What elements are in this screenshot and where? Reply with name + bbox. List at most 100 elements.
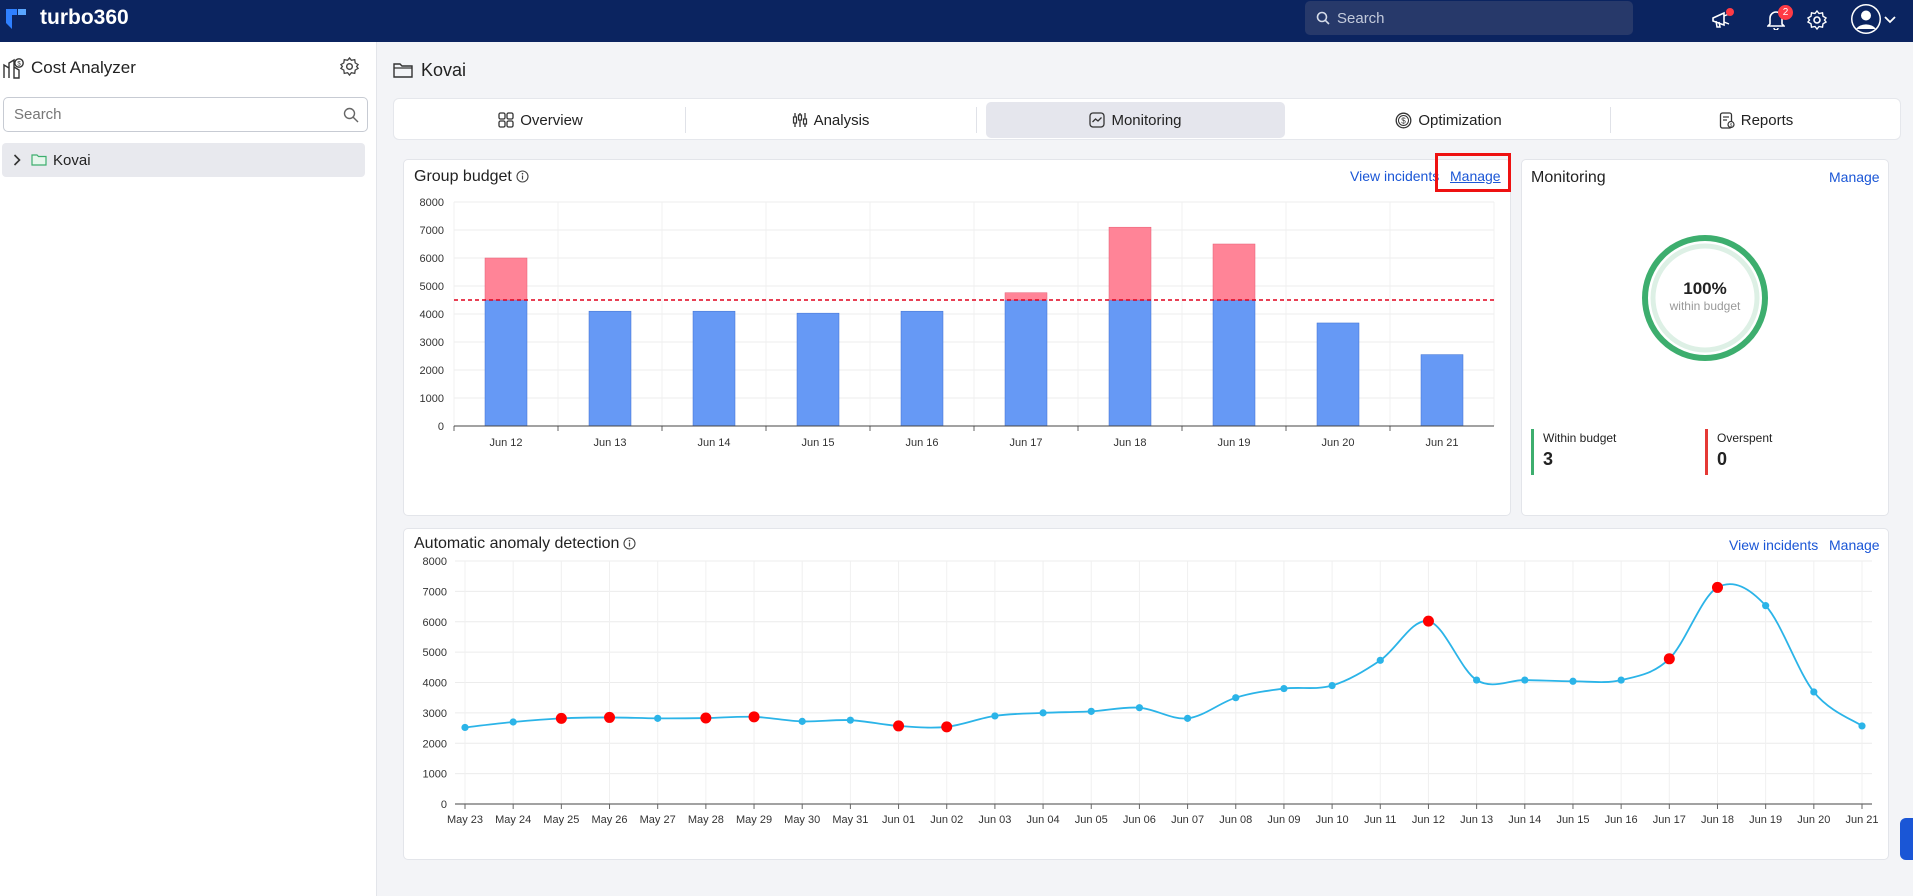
- overspent-value: 0: [1717, 449, 1728, 469]
- side-panel-tab[interactable]: [1900, 818, 1913, 860]
- y-tick-label: 7000: [420, 225, 444, 237]
- tab-label: Overview: [520, 111, 583, 129]
- tab-divider: [685, 107, 686, 133]
- x-tick-label: Jun 08: [1219, 814, 1252, 826]
- y-tick-label: 8000: [423, 557, 447, 568]
- x-tick-label: Jun 11: [1364, 814, 1396, 826]
- chevron-right-icon[interactable]: [13, 154, 21, 166]
- x-tick-label: Jun 16: [905, 437, 938, 449]
- tab-label: Optimization: [1418, 111, 1502, 129]
- svg-text:$: $: [1729, 122, 1732, 127]
- y-tick-label: 4000: [423, 678, 447, 690]
- x-tick-label: Jun 13: [1460, 814, 1493, 826]
- svg-text:$: $: [1402, 116, 1407, 125]
- tab-optimization[interactable]: $ Optimization: [1290, 102, 1607, 138]
- data-point: [846, 716, 854, 724]
- within-budget-stat: Within budget 3: [1531, 429, 1681, 475]
- view-incidents-link[interactable]: View incidents: [1350, 168, 1440, 184]
- x-tick-label: May 24: [495, 814, 531, 826]
- tab-monitoring[interactable]: Monitoring: [986, 102, 1285, 138]
- tab-label: Monitoring: [1111, 111, 1182, 129]
- data-point: [1473, 676, 1481, 684]
- settings-button[interactable]: [1803, 6, 1831, 34]
- overspent-indicator: [1705, 429, 1708, 475]
- x-tick-label: Jun 02: [930, 814, 963, 826]
- data-point: [654, 714, 662, 722]
- tree-item-kovai[interactable]: Kovai: [2, 143, 365, 177]
- tab-divider: [1610, 107, 1611, 133]
- info-icon[interactable]: [623, 537, 637, 550]
- app-name: turbo360: [40, 6, 129, 29]
- anomaly-point: [748, 711, 760, 723]
- tab-label: Reports: [1740, 111, 1794, 129]
- gear-icon: [1807, 10, 1827, 30]
- anomaly-point: [604, 711, 616, 723]
- data-point: [1762, 602, 1770, 610]
- sidebar-header: $ Cost Analyzer: [0, 54, 377, 84]
- anomaly-point: [1422, 615, 1434, 627]
- data-point: [1810, 688, 1818, 696]
- x-tick-label: Jun 20: [1797, 814, 1830, 826]
- anomaly-view-incidents-link[interactable]: View incidents: [1729, 537, 1819, 553]
- page-title: Kovai: [421, 60, 467, 80]
- anomaly-point: [700, 712, 712, 724]
- anomaly-point: [1663, 653, 1675, 665]
- user-avatar-icon: [1851, 4, 1881, 34]
- x-tick-label: May 25: [543, 814, 579, 826]
- bar-within-budget: [1420, 354, 1464, 427]
- x-tick-label: Jun 12: [1412, 814, 1445, 826]
- x-tick-label: May 28: [688, 814, 724, 826]
- sidebar-settings-icon[interactable]: [340, 57, 359, 76]
- folder-icon: [393, 63, 413, 78]
- reports-icon: $: [1719, 111, 1735, 129]
- anomaly-point: [941, 721, 953, 733]
- x-tick-label: May 30: [784, 814, 820, 826]
- y-tick-label: 3000: [423, 708, 447, 720]
- bar-within-budget: [1108, 299, 1152, 427]
- global-search[interactable]: [1305, 1, 1633, 35]
- account-menu-toggle[interactable]: [1882, 6, 1898, 34]
- overspent-label: Overspent: [1717, 431, 1773, 445]
- y-tick-label: 1000: [420, 393, 444, 405]
- monitoring-title: Monitoring: [1531, 169, 1606, 186]
- bar-over-budget: [1004, 292, 1048, 301]
- anomaly-title-text: Automatic anomaly detection: [414, 535, 620, 552]
- tab-label: Analysis: [813, 111, 870, 129]
- y-tick-label: 1000: [423, 769, 447, 781]
- monitoring-manage-link[interactable]: Manage: [1829, 169, 1880, 185]
- group-budget-chart: 0 1000 2000 3000 4000 5000 6000 7000 8000 Jun 12 J…: [420, 197, 1495, 449]
- tab-overview[interactable]: Overview: [397, 102, 684, 138]
- x-tick-label: Jun 10: [1316, 814, 1349, 826]
- tab-analysis[interactable]: Analysis: [689, 102, 972, 138]
- x-tick-label: Jun 19: [1217, 437, 1250, 449]
- top-bar: turbo360 2: [0, 0, 1913, 42]
- sidebar-search[interactable]: [3, 97, 368, 132]
- budget-ring: [1642, 235, 1768, 361]
- anomaly-manage-link[interactable]: Manage: [1829, 537, 1880, 553]
- anomaly-detection-card: Automatic anomaly detection View inciden…: [403, 528, 1889, 860]
- notifications-button[interactable]: 2: [1762, 5, 1793, 34]
- group-budget-card: Group budget View incidents Manage 0 1000…: [403, 159, 1511, 516]
- y-tick-label: 6000: [420, 253, 444, 265]
- x-tick-label: Jun 15: [1556, 814, 1589, 826]
- cost-line: [464, 583, 1863, 729]
- overview-icon: [498, 112, 514, 128]
- x-tick-label: Jun 06: [1123, 814, 1156, 826]
- avatar[interactable]: [1849, 2, 1883, 36]
- y-tick-label: 2000: [423, 738, 447, 750]
- announcement-button[interactable]: [1708, 6, 1736, 34]
- tab-reports[interactable]: $ Reports: [1614, 102, 1898, 138]
- bar-within-budget: [900, 310, 944, 427]
- x-tick-label: Jun 17: [1653, 814, 1686, 826]
- y-tick-label: 6000: [423, 617, 447, 629]
- svg-text:$: $: [17, 61, 21, 67]
- sidebar: $ Cost Analyzer Kovai: [0, 42, 377, 896]
- info-icon[interactable]: [516, 170, 529, 183]
- anomaly-point: [555, 712, 567, 724]
- sidebar-search-input[interactable]: [14, 98, 334, 131]
- manage-budget-link[interactable]: Manage: [1450, 168, 1501, 184]
- x-tick-label: Jun 05: [1075, 814, 1108, 826]
- global-search-input[interactable]: [1337, 1, 1627, 35]
- overspent-stat: Overspent 0: [1705, 429, 1855, 475]
- group-budget-title: Group budget: [414, 168, 529, 186]
